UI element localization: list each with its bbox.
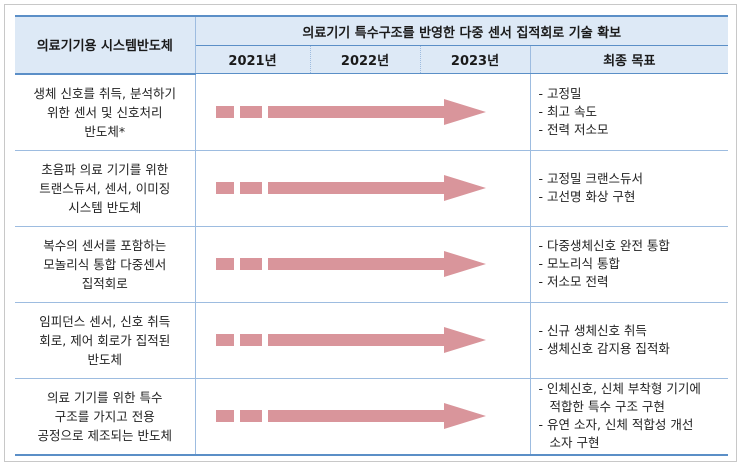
arrow-dash — [215, 258, 234, 270]
final-goals: - 다중생체신호 완전 통합 - 모노리식 통합 - 저소모 전력 — [530, 226, 729, 303]
goal-line: 적합한 특수 구조 구현 — [549, 399, 665, 414]
arrow-shaft — [267, 258, 446, 270]
arrow-dash — [215, 182, 234, 194]
timeline-arrow — [215, 175, 486, 201]
row-label-line: 임피던스 센서, 신호 취득 — [39, 313, 171, 329]
row-label-line: 시스템 반도체 — [68, 199, 142, 215]
arrow-dash — [239, 258, 262, 270]
goal-line: - 고정밀 크랜스듀서 — [538, 171, 643, 186]
row-label-line: 위한 센서 및 신호처리 — [47, 104, 163, 120]
row-label-line: 의료 기기를 위한 특수 — [47, 389, 163, 405]
timeline-arrow — [215, 403, 486, 429]
arrow-dash — [239, 182, 262, 194]
arrow-dash — [239, 334, 262, 346]
final-goals: - 고정밀 크랜스듀서 - 고선명 화상 구현 — [530, 150, 729, 227]
arrow-shaft — [267, 334, 446, 346]
row-label-line: 공정으로 제조되는 반도체 — [37, 427, 172, 443]
timeline-arrow — [215, 327, 486, 353]
row-label-line: 반도체* — [84, 123, 126, 139]
arrow-dash — [215, 410, 234, 422]
final-goal-header: 최종 목표 — [530, 45, 729, 74]
timeline-cell — [195, 73, 531, 151]
arrow-head — [443, 251, 486, 277]
goal-line: - 생체신호 감지용 집적화 — [538, 341, 670, 356]
goal-line: - 신규 생체신호 취득 — [538, 323, 647, 338]
row-label-line: 집적회로 — [81, 275, 128, 291]
goal-line: - 고선명 화상 구현 — [538, 189, 636, 204]
timeline-arrow — [215, 251, 486, 277]
frame — [4, 4, 737, 462]
arrow-head — [443, 327, 486, 353]
year-header: 2021년 — [195, 45, 311, 74]
arrow-dash — [239, 105, 262, 118]
roadmap-table: 의료기기용 시스템반도체 의료기기 특수구조를 반영한 다중 센서 집적회로 기… — [15, 15, 729, 456]
row-label-line: 생체 신호를 취득, 분석하기 — [33, 85, 176, 101]
final-goals: - 신규 생체신호 취득 - 생체신호 감지용 집적화 — [530, 302, 729, 379]
goal-line: - 최고 속도 — [538, 103, 597, 119]
final-goals: - 고정밀 - 최고 속도 - 전력 저소모 — [530, 73, 729, 151]
goal-line: - 고정밀 — [538, 85, 582, 101]
goal-line: - 모노리식 통합 — [538, 256, 620, 271]
row-label-line: 회로, 제어 회로가 집적된 — [39, 332, 171, 348]
row-label-header: 의료기기용 시스템반도체 — [15, 15, 196, 75]
goal-line: 소자 구현 — [549, 435, 600, 450]
row-label-line: 모놀리식 통합 다중센서 — [43, 256, 167, 272]
timeline-cell — [195, 302, 531, 379]
goal-line: - 저소모 전력 — [538, 274, 609, 289]
row-label-line: 구조를 가지고 전용 — [54, 408, 155, 424]
goal-line: - 유연 소자, 신체 적합성 개선 — [538, 417, 694, 432]
timeline-cell — [195, 378, 531, 456]
row-label-line: 복수의 센서를 포함하는 — [43, 237, 167, 253]
arrow-head — [443, 403, 486, 429]
timeline-cell — [195, 226, 531, 303]
arrow-dash — [215, 334, 234, 346]
row-label-line: 트랜스듀서, 센서, 이미징 — [39, 180, 171, 196]
arrow-head — [443, 98, 486, 125]
goal-title: 의료기기 특수구조를 반영한 다중 센서 집적회로 기술 확보 — [195, 15, 729, 46]
goal-line: - 전력 저소모 — [538, 121, 609, 137]
row-label-line: 반도체 — [87, 351, 122, 367]
goal-line: - 다중생체신호 완전 통합 — [538, 238, 670, 253]
arrow-shaft — [267, 182, 446, 194]
timeline-cell — [195, 150, 531, 227]
timeline-arrow — [215, 98, 486, 125]
goal-line: - 인체신호, 신체 부착형 기기에 — [538, 381, 701, 396]
arrow-head — [443, 175, 486, 201]
year-header: 2022년 — [310, 45, 421, 74]
arrow-shaft — [267, 410, 446, 422]
year-header: 2023년 — [420, 45, 531, 74]
arrow-dash — [239, 410, 262, 422]
row-label-line: 초음파 의료 기기를 위한 — [41, 161, 169, 177]
arrow-dash — [215, 105, 234, 118]
arrow-shaft — [267, 105, 446, 118]
